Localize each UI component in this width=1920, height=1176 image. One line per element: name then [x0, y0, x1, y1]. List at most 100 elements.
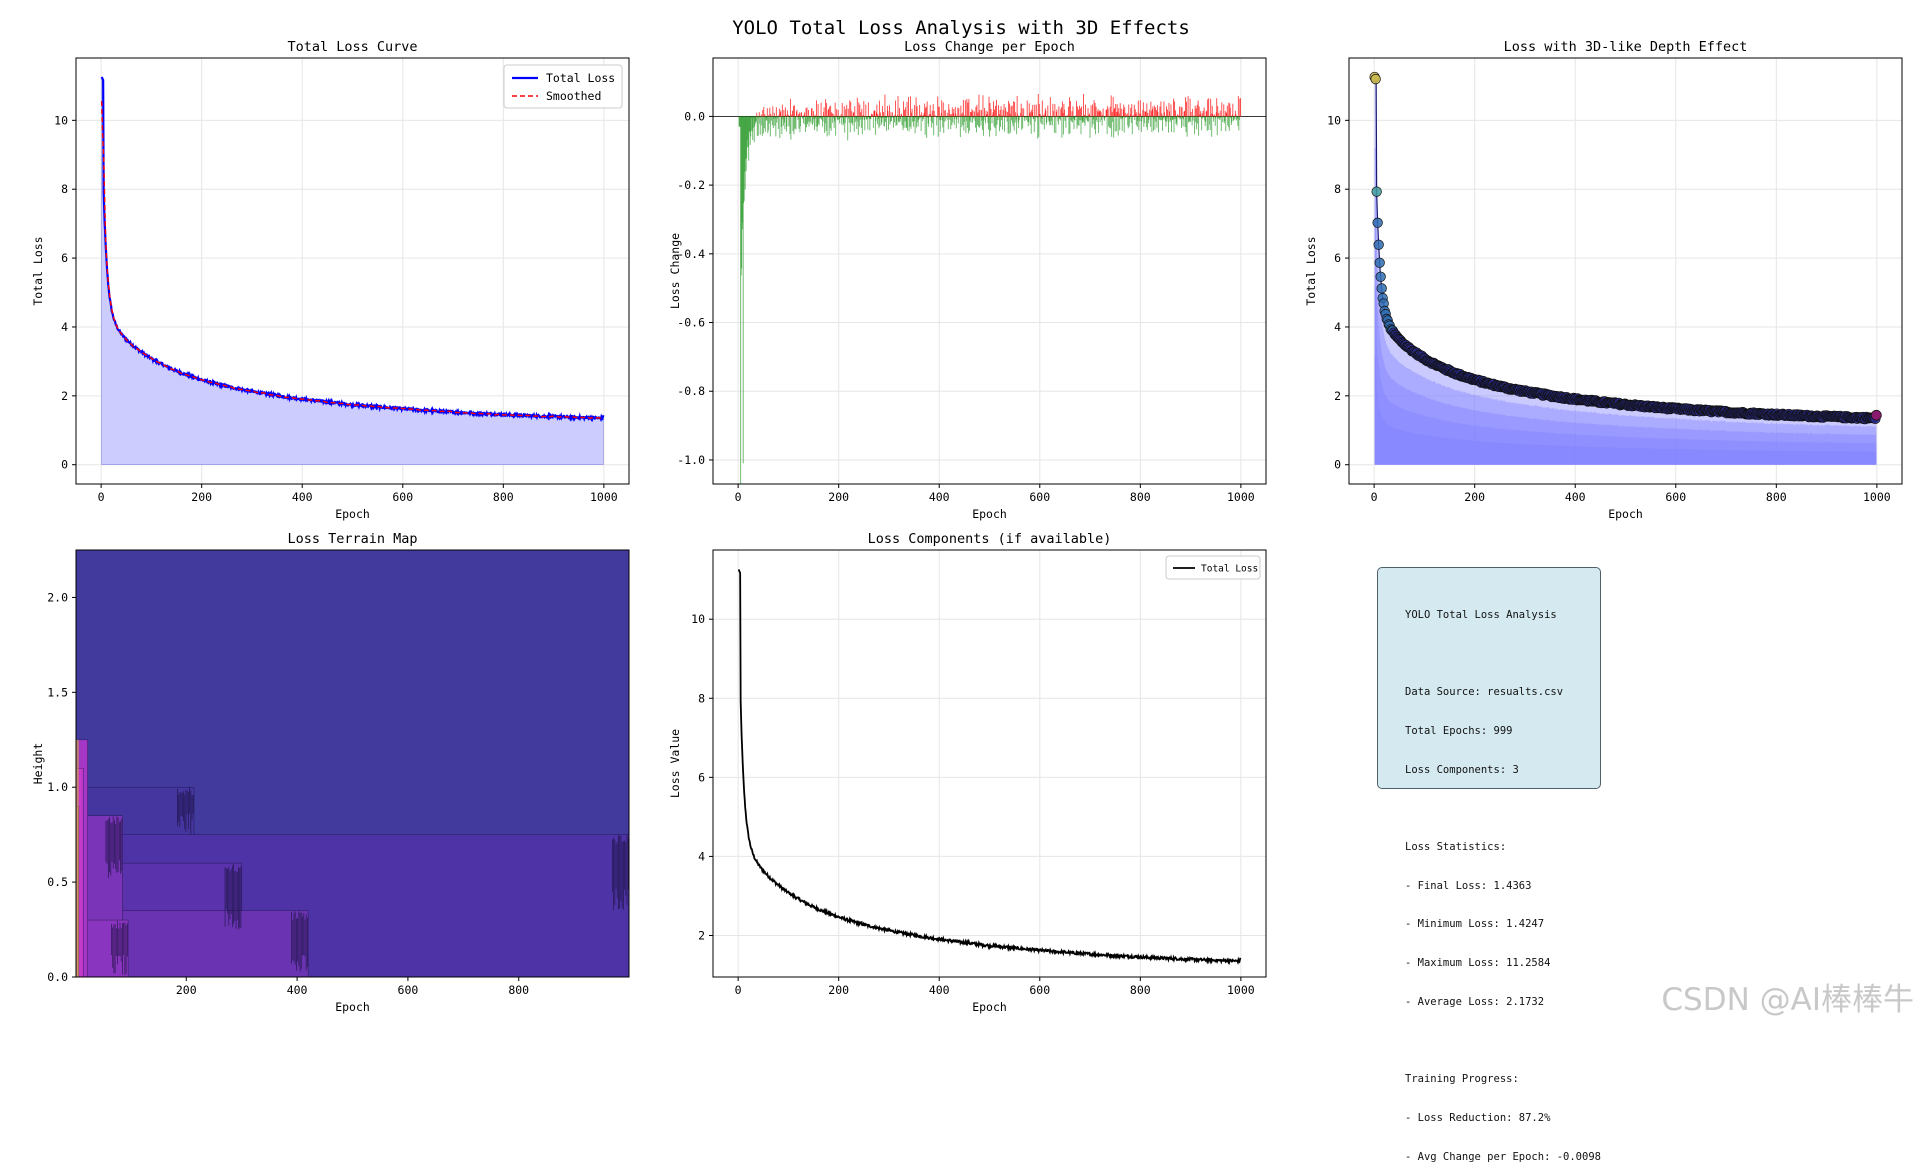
x-tick-label: 200 [191, 490, 212, 504]
stats-maximum-loss: - Maximum Loss: 11.2584 [1405, 957, 1551, 970]
legend-label-total: Total Loss [546, 71, 615, 85]
y-tick-label: 6 [698, 770, 705, 784]
chart-title: Total Loss Curve [287, 39, 417, 55]
y-tick-label: 2 [61, 389, 68, 403]
y-tick-label: 6 [1334, 251, 1341, 265]
y-tick-label: 2 [1334, 389, 1341, 403]
axes-frame [712, 57, 1267, 485]
y-tick-label: 4 [61, 320, 68, 334]
total-loss-line [100, 76, 605, 423]
stats-average-loss: - Average Loss: 2.1732 [1405, 995, 1545, 1008]
y-tick-label: 0.5 [47, 875, 68, 889]
chart-title: Loss Change per Epoch [904, 39, 1075, 55]
axes-frame [75, 57, 630, 485]
stats-spacer-3 [1405, 1035, 1600, 1048]
x-tick-label: 1000 [590, 490, 618, 504]
y-tick-label: 0.0 [684, 109, 705, 123]
x-tick-label: 0 [1371, 490, 1378, 504]
y-tick-label: 1.0 [47, 780, 68, 794]
plot-area [1369, 71, 1882, 465]
x-tick-label: 800 [508, 983, 529, 997]
terrain-level [76, 767, 84, 977]
x-tick-label: 0 [735, 983, 742, 997]
stats-loss-reduction: - Loss Reduction: 87.2% [1405, 1111, 1551, 1124]
x-axis-label: Epoch [1608, 507, 1643, 521]
stats-header: Loss Statistics: [1405, 841, 1507, 854]
x-tick-label: 400 [287, 983, 308, 997]
x-tick-label: 0 [735, 490, 742, 504]
x-tick-label: 400 [292, 490, 313, 504]
chart-title: Loss with 3D-like Depth Effect [1504, 39, 1748, 55]
y-tick-label: 0 [61, 458, 68, 472]
chart-loss-components: 0 200 400 600 800 1000 2 4 6 8 10 Loss Components (… [668, 531, 1267, 1014]
x-tick-label: 400 [929, 983, 950, 997]
stats-final-loss: - Final Loss: 1.4363 [1405, 879, 1532, 892]
x-axis-label: Epoch [335, 507, 370, 521]
x-tick-label: 800 [1130, 490, 1151, 504]
y-tick-label: 8 [61, 182, 68, 196]
plot-area [713, 93, 1266, 484]
legend-label-smoothed: Smoothed [546, 89, 601, 103]
axes-frame [75, 549, 630, 978]
depth-layer [1374, 216, 1877, 465]
x-tick-label: 800 [1766, 490, 1787, 504]
depth-point [1371, 186, 1382, 197]
x-tick-label: 1000 [1863, 490, 1891, 504]
chart-total-loss-curve: 0 200 400 600 800 1000 0 2 4 6 8 10 Total Loss Curve… [31, 39, 630, 521]
x-tick-label: 1000 [1227, 983, 1255, 997]
x-tick-label: 600 [1029, 983, 1050, 997]
x-tick-label: 600 [392, 490, 413, 504]
depth-point [1376, 283, 1387, 294]
depth-layer [1374, 146, 1877, 465]
stats-avg-change: - Avg Change per Epoch: -0.0098 [1405, 1150, 1601, 1163]
x-tick-label: 400 [929, 490, 950, 504]
x-tick-label: 400 [1565, 490, 1586, 504]
figure-title: YOLO Total Loss Analysis with 3D Effects [732, 17, 1190, 39]
y-tick-label: 2.0 [47, 590, 68, 604]
x-tick-label: 600 [1665, 490, 1686, 504]
stats-minimum-loss: - Minimum Loss: 1.4247 [1405, 918, 1545, 931]
x-axis-label: Epoch [972, 507, 1007, 521]
chart-depth-effect: 0 200 400 600 800 1000 0 2 4 6 8 10 Loss with 3D-lik… [1304, 39, 1903, 521]
y-tick-label: 4 [698, 849, 705, 863]
y-tick-label: 1.5 [47, 685, 68, 699]
chart-terrain-map: 200 400 600 800 0.0 0.5 1.0 1.5 2.0 Loss Terrain … [31, 531, 630, 1014]
figure-canvas: YOLO Total Loss Analysis with 3D Effects… [31, 17, 1903, 1014]
x-tick-label: 600 [1029, 490, 1050, 504]
depth-point [1375, 271, 1386, 282]
legend-box [503, 64, 623, 109]
y-tick-label: 2 [698, 928, 705, 942]
y-tick-label: -0.2 [677, 178, 705, 192]
x-tick-label: 0 [98, 490, 105, 504]
depth-layer [1374, 77, 1877, 465]
y-tick-label: -0.6 [677, 316, 705, 330]
x-tick-label: 200 [828, 490, 849, 504]
plot-area [76, 550, 629, 977]
y-tick-label: 0 [1334, 458, 1341, 472]
y-tick-label: -0.4 [677, 247, 705, 261]
stats-loss-components: Loss Components: 3 [1405, 763, 1519, 776]
x-tick-label: 1000 [1227, 490, 1255, 504]
chart-title: Loss Components (if available) [868, 531, 1112, 547]
stats-total-epochs: Total Epochs: 999 [1405, 724, 1513, 737]
depth-point [1374, 257, 1385, 268]
depth-point [1372, 217, 1383, 228]
watermark: CSDN @AI棒棒牛 [1661, 982, 1914, 1018]
x-axis-label: Epoch [972, 1000, 1007, 1014]
y-axis-label: Height [31, 743, 45, 785]
stats-panel: YOLO Total Loss Analysis Data Source: re… [1377, 567, 1601, 1163]
depth-point [1373, 239, 1384, 250]
depth-layer [1374, 356, 1877, 465]
components-legend-label: Total Loss [1201, 564, 1258, 575]
y-tick-label: -0.8 [677, 384, 705, 398]
stats-title: YOLO Total Loss Analysis [1405, 608, 1557, 621]
y-tick-label: 6 [61, 251, 68, 265]
depth-point [1370, 73, 1381, 85]
y-axis-label: Loss Value [668, 729, 682, 798]
x-tick-label: 200 [1464, 490, 1485, 504]
plot-area [737, 569, 1242, 966]
x-tick-label: 200 [828, 983, 849, 997]
components-legend-box [1165, 555, 1261, 580]
y-tick-label: 8 [698, 691, 705, 705]
chart-title: Loss Terrain Map [287, 531, 417, 547]
